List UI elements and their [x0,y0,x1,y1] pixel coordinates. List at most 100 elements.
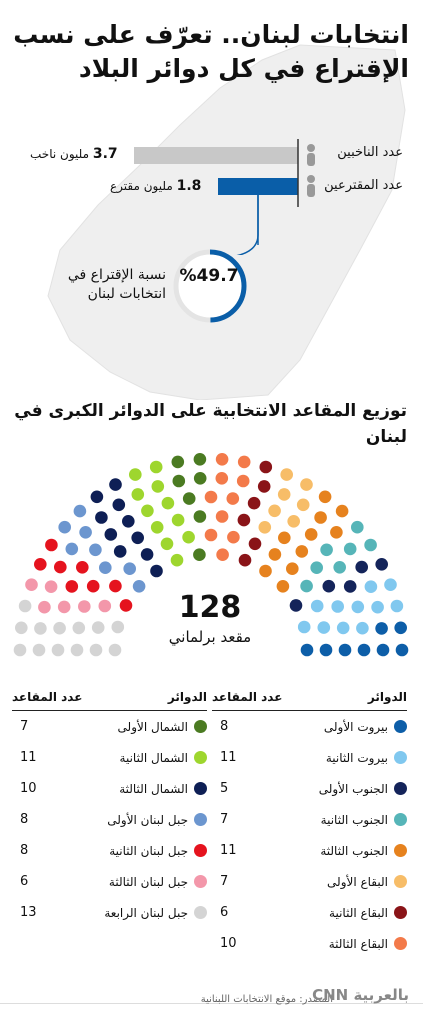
seat-dot [99,561,112,574]
seat-dot [236,474,250,488]
seat-dot [215,453,229,466]
seat-dot [193,548,206,561]
district-label: الجنوب الثالثة [320,843,388,858]
seat-dot [310,599,324,613]
table-row: الجنوب الثالثة 11 [212,835,407,866]
turnout-ring-arc [173,249,247,323]
seat-dot [258,521,272,534]
seat-dot [395,643,409,657]
district-label: الشمال الثانية [119,750,188,765]
color-swatch [394,906,407,919]
seat-dot [280,468,294,481]
seat-dot [89,543,102,557]
seat-dot [247,496,261,510]
seat-dot [297,620,311,634]
seat-dot [276,580,290,593]
districts-table-right: الدوائر عدد المقاعد بيروت الأولى 8 بيروت ا… [212,690,407,959]
seat-dot [295,545,309,558]
seat-dot [314,511,327,524]
seat-dot [34,558,47,571]
seat-dot [286,562,299,575]
seat-count: 8 [20,812,29,827]
district-label: جبل لبنان الأولى [107,812,188,827]
seat-dot [193,453,207,466]
seat-dot [330,526,343,539]
turnout-ring [173,249,247,323]
seat-dot [296,498,310,512]
seat-dot [171,455,185,469]
seat-count: 13 [20,905,37,920]
seat-dot [277,488,291,501]
seat-dot [131,488,145,501]
seat-dot [112,498,126,512]
district-label: جبل لبنان الثانية [109,843,188,858]
seat-dot [129,468,142,481]
table-row: جبل لبنان الرابعة 13 [12,897,207,928]
seat-dot [331,600,345,613]
seat-dot [289,599,303,612]
seat-dot [394,621,408,635]
seat-dot [53,621,66,635]
voters-unit: مليون ناخب [30,147,90,161]
seat-dot [375,622,388,635]
total-seats-label: مقعد برلماني [168,628,252,646]
person-icon [307,144,315,166]
seat-dot [300,579,313,593]
seat-dot [78,600,91,613]
seat-dot [351,600,365,614]
seat-dot [237,513,251,527]
seat-dot [193,472,207,485]
table-row: جبل لبنان الثالثة 6 [12,866,207,897]
district-label: البقاع الثانية [329,905,388,920]
seat-dot [172,474,186,488]
seat-count: 5 [220,781,229,796]
seat-dot [140,548,154,561]
seat-dot [310,561,324,574]
seat-dot [58,520,71,534]
seat-count: 7 [20,719,29,734]
seat-dot [109,478,122,491]
seat-count: 11 [20,750,37,765]
district-label: جبل لبنان الرابعة [104,905,188,920]
district-name: جبل لبنان الثانية [109,844,207,858]
seat-dot [70,643,84,657]
table-row: البقاع الثالثة 10 [212,928,407,959]
seat-dot [355,560,369,574]
seat-dot [131,531,144,545]
seat-dot [317,621,331,634]
participants-unit: مليون مقترع [110,179,173,193]
color-swatch [394,937,407,950]
seat-dot [215,472,229,485]
seat-dot [32,643,46,657]
header-seats: عدد المقاعد [12,690,83,704]
seat-count: 11 [220,750,237,765]
seat-dot [57,600,71,614]
seat-count: 8 [220,719,229,734]
table-header: الدوائر عدد المقاعد [12,690,207,711]
seat-dot [371,600,384,614]
district-name: الجنوب الأولى [319,782,407,796]
seat-dot [338,643,352,657]
district-label: البقاع الأولى [327,874,388,889]
district-name: بيروت الأولى [324,720,407,734]
seat-dot [300,478,313,491]
seat-dot [111,620,125,634]
divider [0,1003,423,1004]
district-label: البقاع الثالثة [328,936,388,951]
color-swatch [394,875,407,888]
seat-dot [76,561,89,574]
table-row: بيروت الأولى 8 [212,711,407,742]
header-district: الدوائر [367,690,407,704]
seat-dot [268,548,282,561]
seat-dot [204,528,218,542]
table-row: الجنوب الأولى 5 [212,773,407,804]
seat-dot [215,510,229,523]
seat-dot [95,511,108,524]
seat-count: 6 [220,905,229,920]
seat-dot [259,564,272,578]
seat-dot [14,621,28,635]
cnn-logo: CNN بالعربية [312,986,409,1004]
seat-dot [384,578,397,591]
color-swatch [394,813,407,826]
color-swatch [394,720,407,733]
